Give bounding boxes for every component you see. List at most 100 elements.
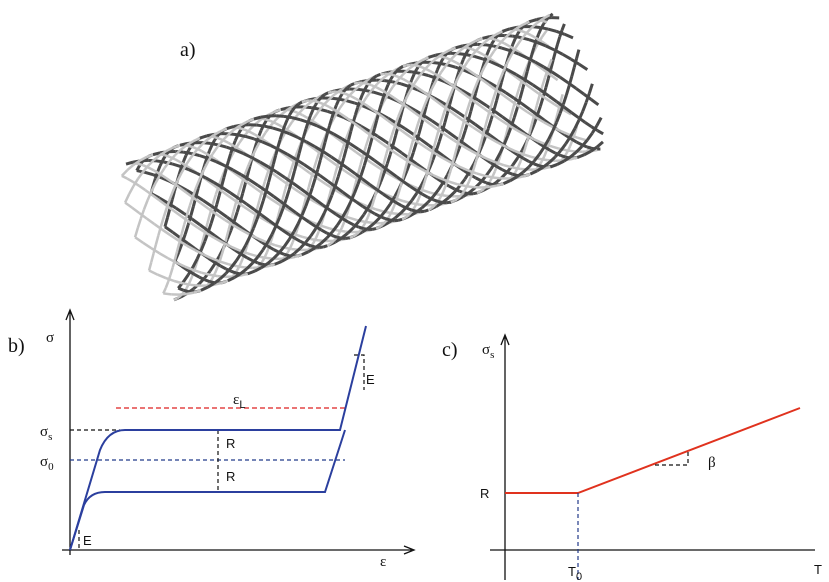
- stent-strut: [422, 203, 428, 208]
- stent-strut: [523, 158, 529, 161]
- stent-strut: [372, 229, 376, 230]
- stent-strut: [183, 152, 191, 153]
- stent-strut: [252, 158, 260, 163]
- stent-strut: [264, 258, 272, 259]
- stent-strut: [462, 130, 465, 139]
- stent-strut: [503, 181, 510, 184]
- e-label: E: [366, 372, 375, 387]
- stent-strut: [597, 142, 603, 147]
- stent-strut: [567, 150, 575, 151]
- stent-strut: [531, 35, 537, 38]
- stent-strut: [350, 96, 355, 99]
- stent-strut: [476, 178, 481, 181]
- stent-strut: [327, 244, 330, 246]
- stent-strut: [295, 104, 298, 107]
- stent-strut: [239, 183, 242, 192]
- stent-strut: [585, 122, 591, 126]
- stent-strut: [533, 139, 541, 143]
- stent-strut: [321, 238, 327, 243]
- stent-strut: [139, 186, 145, 190]
- stent-strut: [191, 206, 194, 215]
- stent-strut: [447, 202, 451, 203]
- y-axis-label: σ: [46, 330, 54, 346]
- stent-strut: [290, 242, 292, 248]
- stent-strut: [191, 147, 196, 149]
- stent-strut: [186, 157, 191, 164]
- stent-strut: [204, 255, 212, 259]
- stent-strut: [185, 225, 188, 234]
- stent-strut: [438, 183, 443, 190]
- r-label: R: [480, 486, 489, 501]
- stent-strut: [173, 145, 180, 147]
- stent-strut: [380, 74, 384, 75]
- eps-l-label: εL: [233, 392, 245, 411]
- stent-strut: [558, 37, 560, 44]
- stent-strut: [445, 114, 447, 123]
- stent-strut: [311, 229, 316, 236]
- stent-strut: [417, 196, 419, 202]
- stent-strut: [494, 39, 499, 41]
- stent-strut: [149, 271, 157, 275]
- stent-strut: [292, 118, 300, 120]
- stent-strut: [512, 167, 520, 168]
- stent-strut: [513, 36, 521, 37]
- stent-strut: [257, 125, 265, 126]
- stent-strut: [359, 227, 364, 229]
- stent-strut: [208, 213, 211, 222]
- stent-strut: [125, 194, 129, 202]
- stent-strut: [390, 220, 394, 221]
- stent-strut: [354, 83, 358, 84]
- stent-strut: [548, 29, 556, 31]
- stent-strut: [562, 24, 564, 30]
- stent-strut: [283, 189, 286, 198]
- stent-strut: [456, 46, 463, 48]
- stent-strut: [187, 293, 194, 294]
- stent-strut: [325, 93, 329, 95]
- stent-strut: [336, 100, 338, 106]
- stent-strut: [276, 116, 284, 117]
- stent-strut: [441, 57, 446, 58]
- panel-c: c) σs R β T0 T: [442, 335, 822, 582]
- stent-strut: [321, 230, 327, 233]
- stent-strut: [306, 244, 311, 246]
- stent-strut: [321, 226, 329, 229]
- stent-strut: [285, 120, 287, 126]
- stent-strut: [389, 74, 394, 75]
- stent-strut: [300, 120, 308, 123]
- stent-strut: [523, 22, 530, 25]
- stent-strut: [338, 167, 341, 176]
- stent-strut: [138, 219, 141, 228]
- stent-strut: [540, 27, 548, 29]
- stent-strut: [132, 208, 139, 213]
- stent-strut: [412, 74, 414, 80]
- stent-strut: [273, 128, 281, 131]
- stent-strut: [489, 186, 496, 187]
- stent-strut: [261, 119, 266, 120]
- stent-strut: [441, 66, 446, 73]
- stent-strut: [403, 65, 407, 66]
- stent-strut: [144, 200, 147, 209]
- stent-strut: [520, 89, 523, 98]
- stent-strut: [258, 250, 263, 257]
- stent-strut: [513, 158, 518, 165]
- stent-strut: [393, 75, 398, 77]
- stent-strut: [412, 210, 417, 211]
- stent-strut: [170, 268, 172, 275]
- stent-strut: [269, 220, 276, 225]
- stent-strut: [591, 99, 598, 104]
- stent-strut: [165, 217, 168, 226]
- stent-strut: [534, 154, 539, 161]
- stent-strut: [504, 43, 510, 46]
- stent-strut: [491, 184, 495, 185]
- stent-strut: [314, 101, 319, 102]
- stent-strut: [546, 46, 554, 50]
- stent-strut: [210, 143, 218, 145]
- r-label: R: [226, 436, 235, 451]
- stent-strut: [249, 132, 254, 135]
- stent-strut: [577, 138, 585, 140]
- stent-strut: [259, 130, 261, 136]
- stent-strut: [189, 278, 191, 284]
- stent-strut: [336, 92, 340, 93]
- stent-strut: [247, 258, 252, 261]
- stent-strut: [135, 228, 138, 237]
